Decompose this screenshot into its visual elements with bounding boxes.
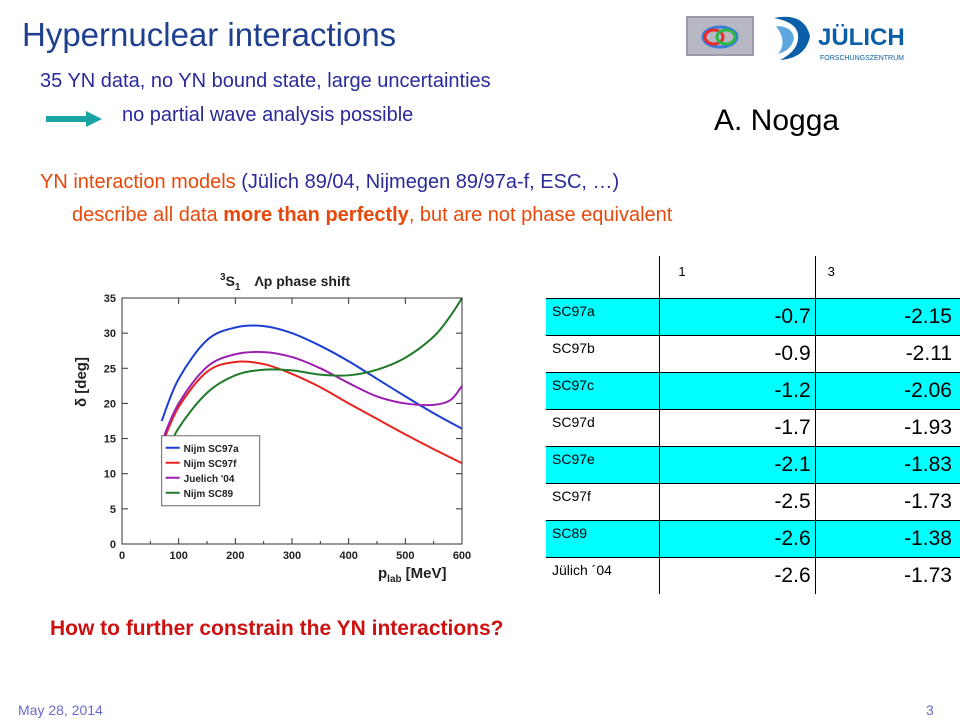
series-line-1 — [160, 360, 463, 465]
table-value-cell: -0.9 — [659, 335, 816, 373]
chart-series — [160, 297, 463, 465]
legend-label: Nijm SC89 — [184, 489, 234, 500]
chart-frame — [121, 297, 463, 545]
table-value-cell: -2.1 — [659, 446, 816, 484]
chart-xlabel: plab [MeV] — [378, 565, 446, 584]
plot-area — [121, 297, 463, 545]
table-row: SC97a -0.7 -2.15 — [546, 298, 960, 336]
table-model-cell: SC97c — [546, 372, 660, 410]
table-value-cell: -1.7 — [659, 409, 816, 447]
yn-models-list: (Jülich 89/04, Nijmegen 89/97a-f, ESC, …… — [241, 171, 620, 193]
question-text: How to further constrain the YN interact… — [50, 617, 504, 640]
series-line-2 — [160, 350, 463, 443]
table-row: Jülich ´04 -2.6 -1.73 — [546, 557, 960, 594]
yn-models-label: YN interaction models — [40, 171, 236, 193]
phase-shift-chart: 0 100 200 300 400 500 600 0 5 10 15 20 25 30 35 Nijm S… — [73, 272, 471, 584]
chart-legend: Nijm SC97a Nijm SC97f Juelich '04 Nijm SC89 — [161, 435, 261, 507]
bullet-yn-data: 35 YN data, no YN bound state, large unc… — [40, 70, 491, 92]
table-header-cell: 1 — [659, 256, 816, 299]
table-value-cell: -1.38 — [814, 520, 960, 558]
y-tick-label: 35 — [104, 293, 116, 305]
table-value-cell: -1.83 — [814, 446, 960, 484]
table-value-cell: -2.6 — [659, 520, 816, 558]
describe-text-b: , but are not phase equivalent — [408, 204, 673, 226]
y-tick-label: 15 — [104, 434, 116, 446]
qcd-logo — [686, 16, 754, 56]
table-value-cell: -1.73 — [814, 483, 960, 521]
table-row: SC97d -1.7 -1.93 — [546, 409, 960, 447]
page-number: 3 — [926, 702, 934, 718]
chart-title-state: S — [226, 273, 235, 289]
chart-title-sub: 1 — [235, 282, 241, 293]
chart-xlabel-unit: [MeV] — [406, 565, 447, 582]
table-value-cell: -2.5 — [659, 483, 816, 521]
y-tick-label: 0 — [110, 539, 116, 551]
y-tick-label: 10 — [104, 469, 116, 481]
describe-text-a: describe all data — [72, 204, 224, 226]
table-model-cell: SC97d — [546, 409, 660, 447]
arrow-right-icon — [46, 111, 102, 127]
chart-title-rest: Λp phase shift — [254, 273, 350, 289]
bullet-no-pwa: no partial wave analysis possible — [122, 104, 414, 126]
legend-label: Juelich '04 — [184, 474, 235, 485]
series-line-0 — [160, 324, 463, 430]
table-row: SC97b -0.9 -2.11 — [546, 335, 960, 373]
table-row: SC97c -1.2 -2.06 — [546, 372, 960, 410]
table-model-cell: SC97e — [546, 446, 660, 484]
y-tick-label: 25 — [104, 363, 116, 375]
table-value-cell: -2.11 — [814, 335, 960, 373]
table-model-cell: SC89 — [546, 520, 660, 558]
author-name: A. Nogga — [714, 104, 840, 137]
table-header-cell: 3 — [814, 256, 960, 299]
table-model-cell: SC97b — [546, 335, 660, 373]
x-tick-label: 300 — [283, 550, 301, 562]
logo-text: JÜLICH — [818, 24, 905, 51]
footer-date: May 28, 2014 — [18, 702, 103, 718]
slide-title: Hypernuclear interactions — [22, 16, 397, 53]
logo-subtext: FORSCHUNGSZENTRUM — [820, 55, 904, 62]
x-tick-label: 100 — [169, 550, 187, 562]
table-value-cell: -1.73 — [814, 557, 960, 594]
bullet-yn-models: YN interaction models (Jülich 89/04, Nij… — [40, 171, 619, 194]
table-row: SC97e -2.1 -1.83 — [546, 446, 960, 484]
chart-ticks: 0 100 200 300 400 500 600 0 5 10 15 20 25 30 35 — [104, 293, 471, 562]
chart-title: 3S1 Λp phase shift — [220, 272, 350, 293]
chart-xlabel-main: p — [378, 565, 387, 582]
x-tick-label: 400 — [339, 550, 357, 562]
chart-ylabel: δ [deg] — [73, 357, 90, 407]
x-tick-label: 200 — [226, 550, 244, 562]
table-header-cell — [546, 256, 660, 299]
juelich-logo: JÜLICH FORSCHUNGSZENTRUM — [774, 16, 905, 62]
legend-label: Nijm SC97a — [184, 444, 239, 455]
chart-xlabel-sub: lab — [387, 574, 401, 584]
table-row: SC97f -2.5 -1.73 — [546, 483, 960, 521]
x-tick-label: 0 — [119, 550, 125, 562]
table-value-cell: -1.2 — [659, 372, 816, 410]
x-tick-label: 500 — [396, 550, 414, 562]
chart-title-sup: 3 — [220, 272, 226, 283]
table-value-cell: -0.7 — [659, 298, 816, 336]
series-line-3 — [160, 297, 463, 464]
table-row: SC89 -2.6 -1.38 — [546, 520, 960, 558]
table-model-cell: Jülich ´04 — [546, 557, 660, 594]
table-value-cell: -1.93 — [814, 409, 960, 447]
legend-label: Nijm SC97f — [184, 459, 237, 470]
table-model-cell: SC97f — [546, 483, 660, 521]
y-tick-label: 30 — [104, 328, 116, 340]
table-value-cell: -2.15 — [814, 298, 960, 336]
table-model-cell: SC97a — [546, 298, 660, 336]
table-value-cell: -2.6 — [659, 557, 816, 594]
scattering-length-table: 1 3 SC97a -0.7 -2.15 SC97b -0.9 -2.11 SC97c -1.2-… — [546, 256, 960, 594]
bullet-describe-data: describe all data more than perfectly, b… — [72, 204, 672, 227]
describe-text-bold: more than perfectly — [223, 204, 409, 226]
table-value-cell: -2.06 — [814, 372, 960, 410]
x-tick-label: 600 — [453, 550, 471, 562]
y-tick-label: 5 — [110, 504, 116, 516]
y-tick-label: 20 — [104, 398, 116, 410]
